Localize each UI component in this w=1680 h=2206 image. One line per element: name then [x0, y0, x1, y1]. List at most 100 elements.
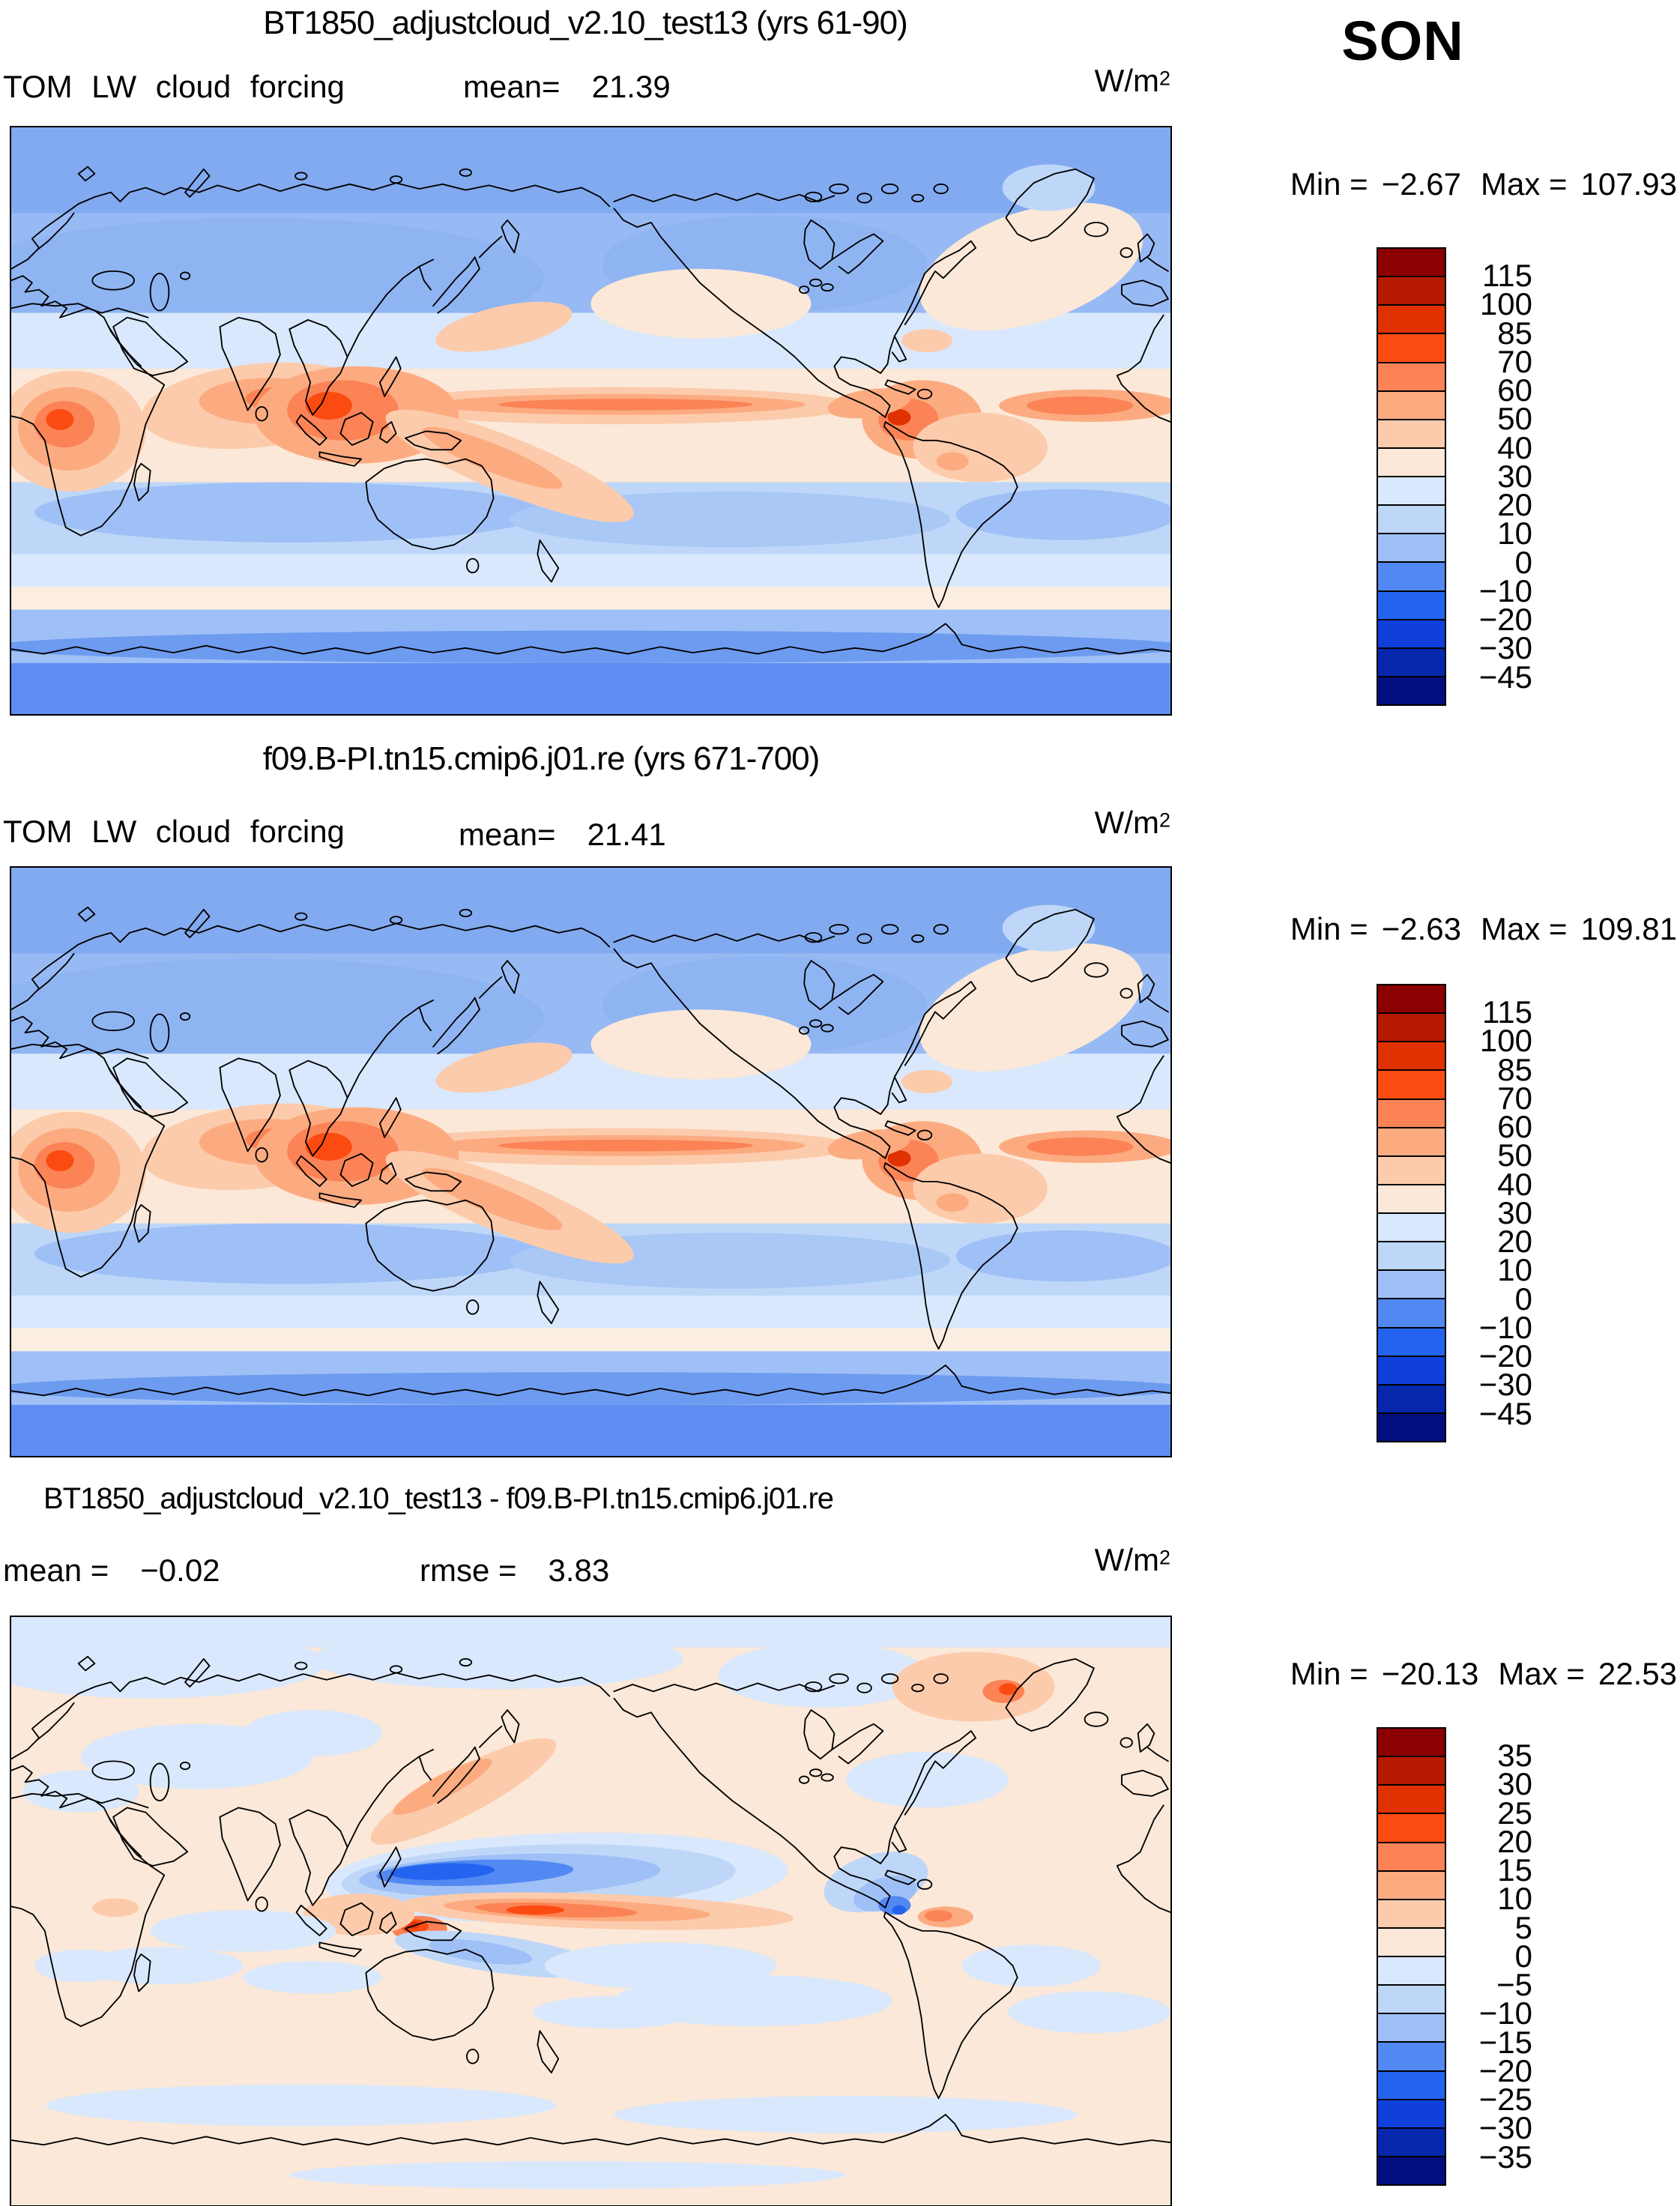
colorbar-tick-label: −25 — [1478, 2082, 1532, 2117]
panel2-max-value: 109.81 — [1580, 911, 1677, 946]
colorbar-tick-labels: 115 100 85 70 60 50 40 30 20 10 0 −10 −20 −30 −45 — [1454, 258, 1532, 695]
panel3-mean: mean = −0.02 — [3, 1553, 220, 1589]
colorbar-cell — [1378, 1328, 1445, 1357]
colorbar-cell — [1378, 277, 1445, 306]
colorbar-tick-label: −30 — [1478, 630, 1532, 666]
colorbar-tick-label: −15 — [1478, 2024, 1532, 2060]
colorbar-tick-label: 60 — [1497, 372, 1532, 408]
colorbar-cell — [1378, 2043, 1445, 2072]
colorbar-cell — [1378, 2128, 1445, 2157]
colorbar-cell — [1378, 1957, 1445, 1986]
colorbar-tick-label: 10 — [1497, 516, 1532, 552]
colorbar-cell — [1378, 985, 1445, 1015]
colorbar-boxes — [1377, 1727, 1446, 2186]
panel2-mean-label: mean= — [459, 817, 556, 852]
colorbar-tick-label: −20 — [1478, 2052, 1532, 2088]
panel2-min-label: Min = — [1290, 911, 1368, 946]
colorbar-cell — [1378, 620, 1445, 649]
panel2-title: f09.B-PI.tn15.cmip6.j01.re (yrs 671-700) — [262, 740, 821, 777]
colorbar-cell — [1378, 2071, 1445, 2100]
colorbar-tick-label: −35 — [1478, 2139, 1532, 2175]
colorbar-cell — [1378, 420, 1445, 449]
colorbar-tick-label: 0 — [1514, 544, 1532, 580]
colorbar-tick-label: 70 — [1497, 1080, 1532, 1116]
colorbar-tick-label: 0 — [1514, 1281, 1532, 1317]
colorbar-tick-label: −30 — [1478, 1367, 1532, 1403]
colorbar-cell — [1378, 1757, 1445, 1786]
panel1-max-label: Max = — [1480, 166, 1568, 202]
panel3-colorbar: 35 30 25 20 15 10 5 0 −5 −10 −15 −20 −25 −30 −35 — [1377, 1727, 1538, 2186]
panel2-field-label: TOM LW cloud forcing — [3, 814, 345, 849]
colorbar-cell — [1378, 1356, 1445, 1385]
colorbar-cell — [1378, 1299, 1445, 1329]
colorbar-cell — [1378, 391, 1445, 420]
panel3-mean-value: −0.02 — [140, 1553, 220, 1588]
panel1-min-value: −2.67 — [1381, 166, 1461, 202]
colorbar-tick-label: 20 — [1497, 1224, 1532, 1259]
colorbar-tick-label: 10 — [1497, 1252, 1532, 1288]
panel3-rmse-value: 3.83 — [548, 1553, 610, 1588]
panel3-mean-label: mean = — [3, 1553, 109, 1588]
colorbar-cell — [1378, 534, 1445, 563]
panel1-field-label: TOM LW cloud forcing — [3, 69, 345, 104]
colorbar-tick-label: −45 — [1478, 659, 1532, 695]
panel3-max-label: Max = — [1498, 1656, 1585, 1691]
colorbar-cell — [1378, 1385, 1445, 1414]
colorbar-tick-label: 115 — [1482, 258, 1532, 293]
colorbar-cell — [1378, 448, 1445, 477]
colorbar-cell — [1378, 1271, 1445, 1300]
panel2-units-exponent: 2 — [1158, 809, 1170, 832]
colorbar-cell — [1378, 334, 1445, 363]
panel3-units-base: W/m — [1094, 1542, 1159, 1577]
colorbar-cell — [1378, 1986, 1445, 2015]
panel1-units: W/m2 — [1095, 63, 1170, 99]
colorbar-cell — [1378, 677, 1445, 704]
colorbar-cell — [1378, 1214, 1445, 1243]
panel1-colorbar: 115 100 85 70 60 50 40 30 20 10 0 −10 −20 −30 −45 — [1377, 247, 1538, 706]
colorbar-cell — [1378, 506, 1445, 535]
colorbar-tick-label: 15 — [1497, 1852, 1532, 1888]
colorbar-cell — [1378, 2157, 1445, 2184]
panel3-units: W/m2 — [1095, 1542, 1170, 1578]
colorbar-cell — [1378, 1099, 1445, 1128]
colorbar-tick-label: 100 — [1479, 1023, 1532, 1059]
colorbar-tick-label: 0 — [1514, 1938, 1532, 1974]
panel1-minmax: Min = −2.67 Max = 107.93 — [1290, 166, 1677, 202]
colorbar-cell — [1378, 363, 1445, 392]
colorbar-boxes — [1377, 247, 1446, 706]
panel2-max-label: Max = — [1480, 911, 1568, 946]
colorbar-cell — [1378, 648, 1445, 677]
colorbar-cell — [1378, 1156, 1445, 1185]
map-panel3-difference — [10, 1616, 1172, 2206]
panel2-units-base: W/m — [1094, 805, 1159, 840]
colorbar-cell — [1378, 477, 1445, 507]
panel3-rmse-label: rmse = — [420, 1553, 517, 1588]
panel2-min-value: −2.63 — [1381, 911, 1461, 946]
map-panel1-field — [10, 126, 1172, 716]
panel1-mean-value: 21.39 — [591, 69, 671, 104]
colorbar-cell — [1378, 1900, 1445, 1929]
colorbar-cell — [1378, 1843, 1445, 1872]
colorbar-cell — [1378, 1185, 1445, 1214]
panel1-units-exponent: 2 — [1158, 67, 1170, 90]
panel2-colorbar: 115 100 85 70 60 50 40 30 20 10 0 −10 −20 −30 −45 — [1377, 984, 1538, 1442]
colorbar-tick-label: 85 — [1497, 315, 1532, 351]
panel3-max-value: 22.53 — [1598, 1656, 1677, 1691]
colorbar-tick-label: −10 — [1478, 572, 1532, 608]
colorbar-tick-label: 30 — [1497, 1194, 1532, 1230]
panel1-units-base: W/m — [1094, 63, 1159, 98]
colorbar-tick-label: −10 — [1478, 1995, 1532, 2031]
colorbar-tick-label: −30 — [1478, 2110, 1532, 2146]
colorbar-tick-label: 40 — [1497, 429, 1532, 465]
colorbar-tick-label: 60 — [1497, 1109, 1532, 1144]
colorbar-tick-label: 25 — [1497, 1795, 1532, 1831]
colorbar-tick-label: 115 — [1482, 994, 1532, 1030]
colorbar-tick-label: 30 — [1497, 1766, 1532, 1802]
panel3-min-label: Min = — [1290, 1656, 1368, 1691]
colorbar-cell — [1378, 1128, 1445, 1157]
colorbar-cell — [1378, 1786, 1445, 1815]
colorbar-boxes — [1377, 984, 1446, 1442]
colorbar-tick-label: 10 — [1497, 1881, 1532, 1917]
colorbar-cell — [1378, 1014, 1445, 1043]
